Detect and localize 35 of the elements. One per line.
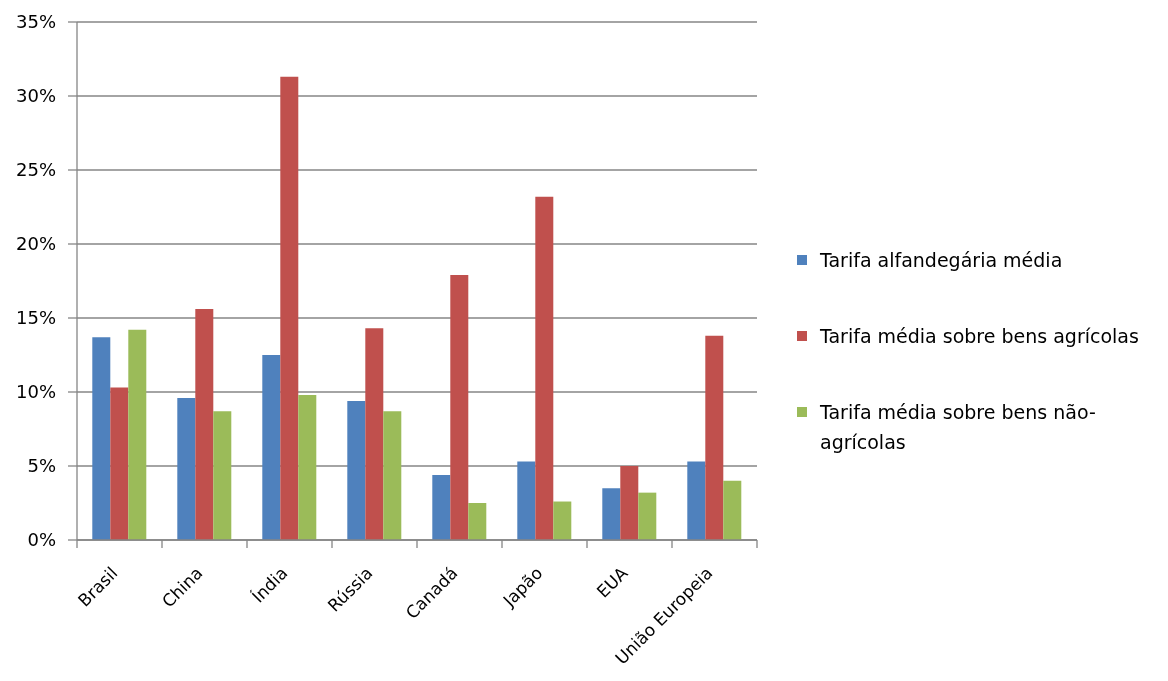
bar bbox=[432, 474, 451, 540]
y-tick-label: 30% bbox=[15, 85, 56, 107]
bar bbox=[92, 337, 111, 540]
bar bbox=[383, 411, 402, 540]
bar bbox=[347, 400, 366, 540]
bar bbox=[517, 461, 536, 540]
bar bbox=[723, 480, 742, 540]
bar bbox=[620, 466, 639, 540]
y-tick-label: 25% bbox=[15, 159, 56, 181]
bar bbox=[535, 196, 554, 540]
bar bbox=[553, 501, 572, 540]
y-tick-label: 10% bbox=[15, 381, 56, 403]
legend-label: Tarifa alfandegária média bbox=[820, 248, 1064, 273]
bar bbox=[602, 488, 621, 540]
y-tick-label: 0% bbox=[27, 529, 56, 551]
bar bbox=[195, 309, 214, 540]
y-tick-label: 5% bbox=[27, 455, 56, 477]
bar bbox=[262, 355, 281, 540]
bar bbox=[298, 394, 317, 540]
y-tick-label: 15% bbox=[15, 307, 56, 329]
y-tick-label: 35% bbox=[15, 11, 56, 33]
bar bbox=[128, 329, 147, 540]
y-tick-label: 20% bbox=[15, 233, 56, 255]
bar bbox=[365, 328, 384, 540]
bar bbox=[705, 335, 724, 540]
bar bbox=[450, 275, 469, 540]
legend-label: Tarifa média sobre bens agrícolas bbox=[820, 324, 1140, 349]
bar bbox=[468, 503, 487, 540]
bar bbox=[177, 397, 196, 540]
bar bbox=[638, 492, 657, 540]
bar bbox=[687, 461, 706, 540]
bar bbox=[110, 387, 129, 540]
legend-label: Tarifa média sobre bens não-agrícolas bbox=[820, 400, 1097, 455]
bar bbox=[280, 76, 299, 540]
bar bbox=[213, 411, 232, 540]
